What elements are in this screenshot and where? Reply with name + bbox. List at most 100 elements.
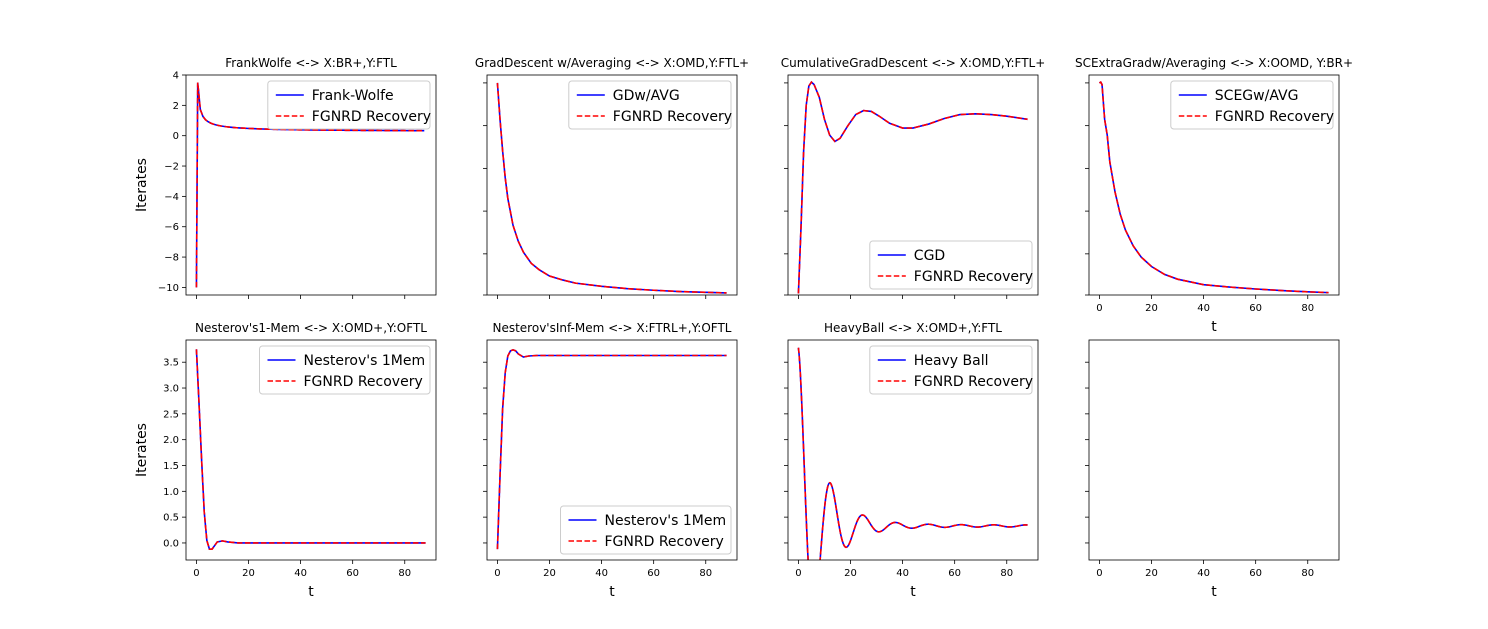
- recovery-series-line: [195, 349, 426, 550]
- x-tick-label: 60: [1249, 568, 1262, 579]
- y-tick-label: 0.0: [163, 538, 179, 549]
- plot-lines: [195, 82, 425, 288]
- axes-frame: [185, 339, 437, 561]
- subplot-title: Nesterov'sInf-Mem <-> X:FTRL+,Y:OFTL: [492, 321, 731, 335]
- subplot-title: FrankWolfe <-> X:BR+,Y:FTL: [225, 56, 397, 70]
- subplot-title: HeavyBall <-> X:OMD+,Y:FTL: [824, 321, 1002, 335]
- legend-entry: Nesterov's 1Mem: [304, 353, 426, 369]
- subplot-title: CumulativeGradDescent <-> X:OMD,Y:FTL+: [781, 56, 1046, 70]
- legend: Nesterov's 1Mem FGNRD Recovery: [259, 345, 431, 395]
- y-tick-label: 1.5: [163, 461, 179, 472]
- y-tick-label: −6: [164, 222, 179, 233]
- axes-frame: [185, 74, 437, 296]
- x-tick-label: 0: [494, 568, 500, 579]
- subplot-title: Nesterov's1-Mem <-> X:OMD+,Y:OFTL: [195, 321, 427, 335]
- subplot-2: GradDescent w/Averaging <-> X:OMD,Y:FTL+…: [475, 56, 749, 299]
- x-tick-label: 40: [1197, 568, 1210, 579]
- y-axis-label: Iterates: [134, 158, 150, 212]
- y-tick-label: 2.5: [163, 409, 179, 420]
- x-tick-label: 20: [844, 568, 857, 579]
- x-tick-label: 0: [193, 568, 199, 579]
- axes-frame: [1088, 339, 1340, 561]
- legend-box: [259, 345, 431, 395]
- y-tick-label: −4: [164, 192, 179, 203]
- axes-frame: [486, 339, 738, 561]
- y-tick-label: −10: [158, 283, 179, 294]
- subplot-5: Nesterov's1-Mem <-> X:OMD+,Y:OFTL 0 20 40 60…: [134, 321, 437, 600]
- recovery-series-line: [496, 82, 727, 294]
- x-tick-label: 60: [346, 568, 359, 579]
- plot-lines: [797, 347, 1028, 560]
- subplot-grid: FrankWolfe <-> X:BR+,Y:FTL420−2−4−6−8−10…: [134, 56, 1353, 600]
- x-tick-label: 80: [1000, 568, 1013, 579]
- legend-entry: FGNRD Recovery: [312, 109, 431, 125]
- plot-lines: [496, 82, 727, 294]
- legend-entry: Heavy Ball: [914, 353, 989, 369]
- x-tick-label: 40: [896, 568, 909, 579]
- x-tick-label: 40: [1197, 303, 1210, 314]
- y-tick-label: −8: [164, 253, 179, 264]
- x-tick-label: 80: [1301, 303, 1314, 314]
- axes-frame: [486, 74, 738, 296]
- x-axis-label: t: [308, 584, 314, 600]
- legend-entry: CGD: [914, 248, 945, 264]
- subplot-1: FrankWolfe <-> X:BR+,Y:FTL 4 2 0 −2 −4 −6 −8 −10…: [134, 56, 437, 299]
- legend: Nesterov's 1Mem FGNRD Recovery: [560, 505, 732, 555]
- y-tick-label: 2.0: [163, 435, 179, 446]
- subplot-6: Nesterov'sInf-Mem <-> X:FTRL+,Y:OFTL 0 20 4…: [483, 321, 738, 600]
- recovery-series-line: [195, 82, 425, 288]
- x-axis-label: t: [910, 584, 916, 600]
- legend: Frank-Wolfe FGNRD Recovery: [267, 80, 431, 130]
- x-tick-label: 20: [1145, 303, 1158, 314]
- x-tick-label: 80: [398, 568, 411, 579]
- x-tick-label: 40: [294, 568, 307, 579]
- plot-lines: [195, 349, 426, 550]
- subplot-7: HeavyBall <-> X:OMD+,Y:FTL 0 20 40 60 80 t Heav…: [784, 321, 1039, 600]
- subplot-8: 0 20 40 60 80 t: [1085, 339, 1340, 600]
- recovery-series-line: [1099, 81, 1329, 294]
- legend-box: [267, 80, 431, 130]
- y-tick-label: −2: [164, 162, 179, 173]
- axes-frame: [1088, 74, 1340, 296]
- x-axis-label: t: [1211, 319, 1217, 335]
- x-axis-label: t: [609, 584, 615, 600]
- recovery-series-line: [496, 348, 727, 550]
- y-tick-label: 4: [173, 71, 179, 82]
- x-tick-label: 20: [543, 568, 556, 579]
- legend-box: [560, 505, 732, 555]
- x-tick-label: 0: [795, 568, 801, 579]
- x-tick-label: 80: [1301, 568, 1314, 579]
- legend-box: [568, 80, 732, 130]
- recovery-series-line: [797, 80, 1028, 294]
- axes-frame: [787, 74, 1039, 296]
- x-tick-label: 60: [948, 568, 961, 579]
- legend-entry: FGNRD Recovery: [1215, 109, 1334, 125]
- legend-entry: FGNRD Recovery: [914, 374, 1033, 390]
- legend: SCEGw/AVG FGNRD Recovery: [1170, 80, 1334, 130]
- x-tick-label: 60: [1249, 303, 1262, 314]
- subplot-4: SCExtraGradw/Averaging <-> X:OOMD, Y:BR+…: [1075, 56, 1353, 335]
- legend-entry: Frank-Wolfe: [312, 88, 394, 104]
- legend-box: [869, 240, 1033, 290]
- subplot-3: CumulativeGradDescent <-> X:OMD,Y:FTL+ CG…: [781, 56, 1046, 299]
- x-tick-label: 60: [647, 568, 660, 579]
- y-tick-label: 1.0: [163, 487, 179, 498]
- x-tick-label: 40: [595, 568, 608, 579]
- legend-entry: SCEGw/AVG: [1215, 88, 1299, 104]
- subplot-title: SCExtraGradw/Averaging <-> X:OOMD, Y:BR+: [1075, 56, 1353, 70]
- legend-box: [869, 345, 1033, 395]
- legend-entry: FGNRD Recovery: [605, 534, 724, 550]
- legend: CGD FGNRD Recovery: [869, 240, 1033, 290]
- x-tick-label: 0: [1096, 568, 1102, 579]
- y-tick-label: 2: [173, 101, 179, 112]
- legend-entry: FGNRD Recovery: [304, 374, 423, 390]
- axes-frame: [787, 339, 1039, 561]
- legend-entry: Nesterov's 1Mem: [605, 513, 727, 529]
- x-tick-label: 20: [1145, 568, 1158, 579]
- plot-lines: [797, 80, 1028, 294]
- plot-lines: [1099, 81, 1329, 294]
- recovery-series-line: [797, 347, 1028, 560]
- plot-lines: [496, 348, 727, 550]
- legend-entry: FGNRD Recovery: [613, 109, 732, 125]
